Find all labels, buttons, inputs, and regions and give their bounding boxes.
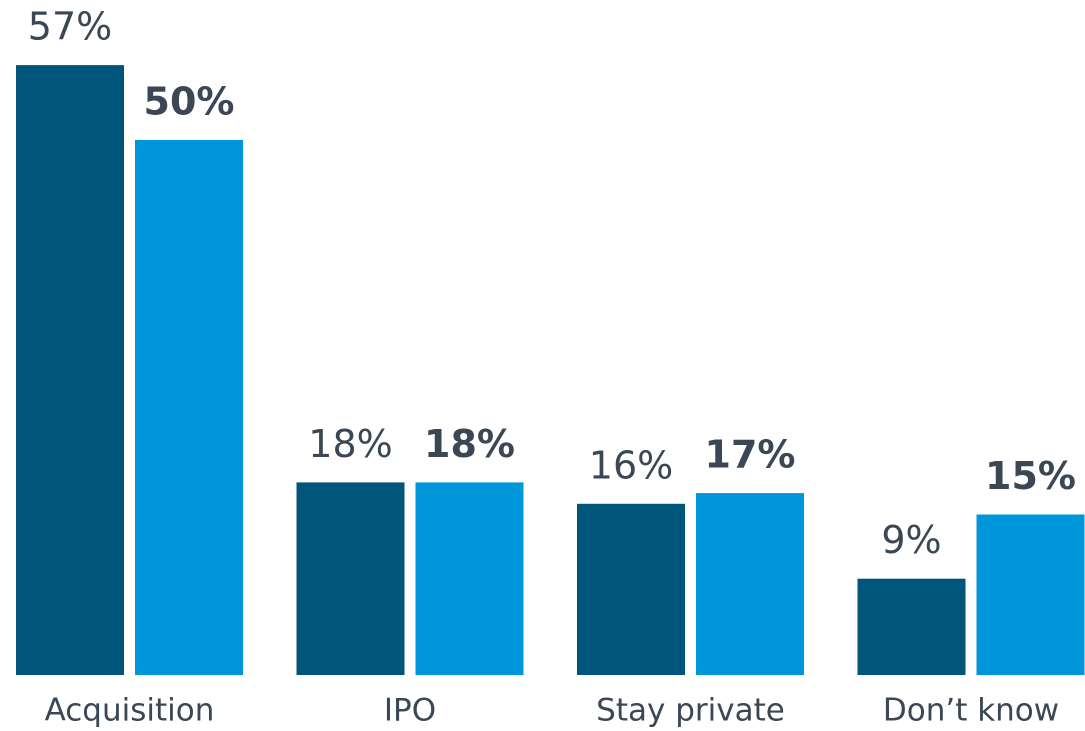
bar [16, 65, 124, 676]
x-tick-label: Acquisition [45, 693, 215, 729]
value-label: 9% [881, 518, 941, 562]
value-label: 57% [28, 5, 112, 49]
x-tick-label: Stay private [596, 693, 785, 729]
bar [696, 493, 804, 675]
bar [857, 578, 966, 675]
value-label: 18% [424, 422, 515, 466]
bar [135, 140, 243, 675]
value-label: 18% [308, 422, 392, 466]
bar [296, 482, 405, 675]
bar [976, 514, 1085, 675]
value-label: 16% [589, 443, 673, 487]
value-label: 15% [985, 454, 1076, 498]
x-tick-label: Don’t know [883, 693, 1059, 729]
value-label: 17% [705, 433, 796, 477]
bar [577, 503, 685, 675]
bar [415, 482, 524, 675]
x-tick-label: IPO [384, 693, 436, 729]
value-label: 50% [144, 80, 235, 124]
